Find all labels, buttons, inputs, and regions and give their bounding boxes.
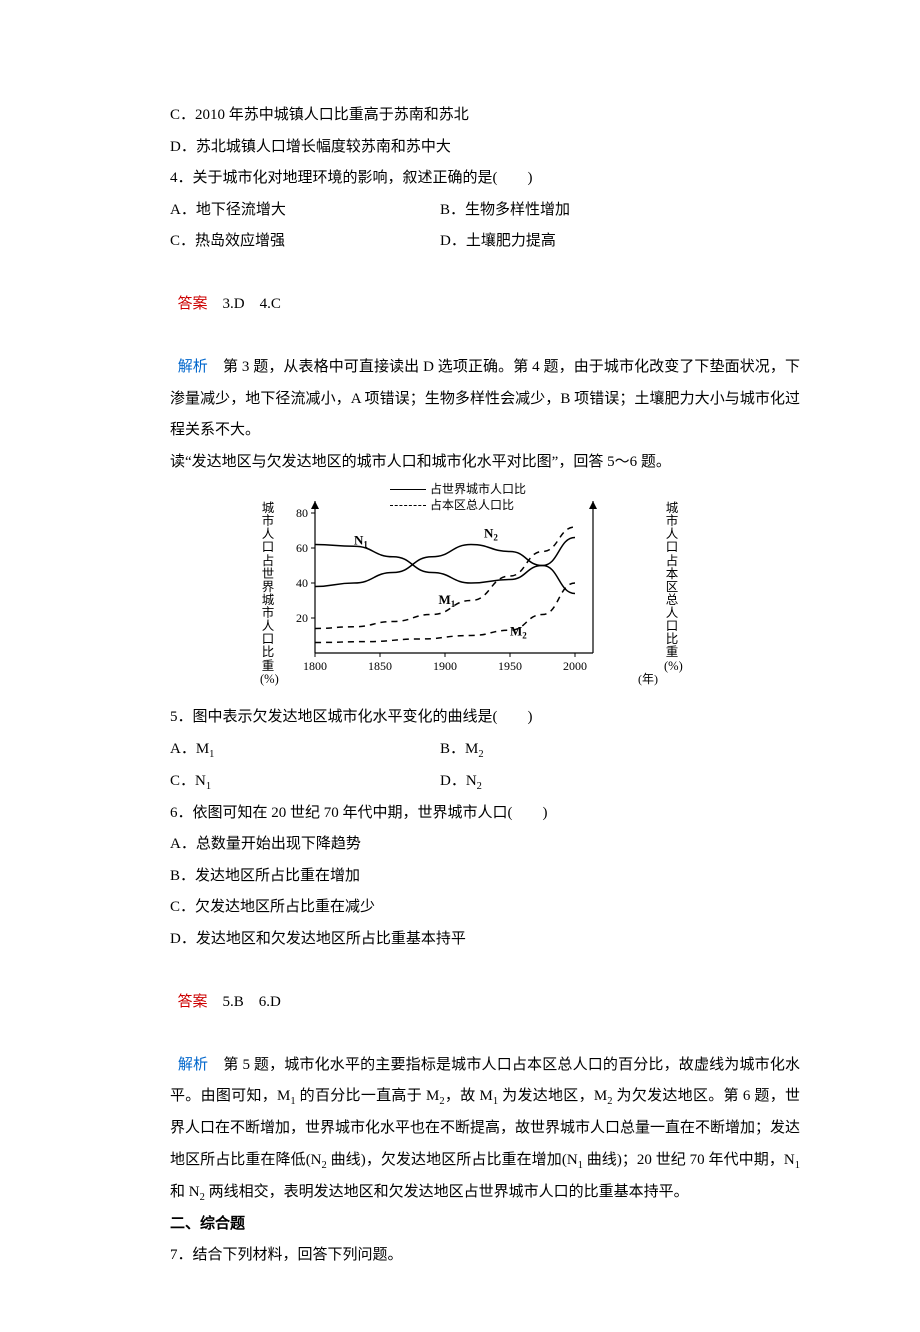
svg-text:M2: M2 — [510, 624, 527, 641]
q7-stem: 7．结合下列材料，回答下列问题。 — [140, 1240, 800, 1272]
q4-opt-c: C．热岛效应增强 — [170, 226, 440, 258]
q5-opt-b: B．M2 — [440, 734, 800, 766]
exp56-1: 的百分比一直高于 M — [296, 1088, 440, 1104]
q5-a-sub: 1 — [209, 749, 214, 760]
answer-label: 答案 — [178, 296, 208, 312]
explain-label-56: 解析 — [178, 1057, 208, 1073]
q4-opt-a: A．地下径流增大 — [170, 195, 440, 227]
svg-text:M1: M1 — [439, 592, 456, 609]
exp56-6: 曲线)；20 世纪 70 年代中期，N — [583, 1152, 795, 1168]
q5-d-pre: D．N — [440, 773, 477, 789]
q4-opt-b: B．生物多样性增加 — [440, 195, 800, 227]
q6-opt-d: D．发达地区和欠发达地区所占比重基本持平 — [140, 924, 800, 956]
svg-text:60: 60 — [296, 541, 308, 555]
answer-5-6: 答案 5.B 6.D — [140, 955, 800, 1018]
exp56-8: 两线相交，表明发达地区和欠发达地区占世界城市人口的比重基本持平。 — [205, 1184, 689, 1200]
legend-dash-text: 占本区总人口比 — [430, 498, 514, 514]
q3-opt-d: D．苏北城镇人口增长幅度较苏南和苏中大 — [140, 132, 800, 164]
answer-3-4: 答案 3.D 4.C — [140, 258, 800, 321]
q6-opt-c: C．欠发达地区所占比重在减少 — [140, 892, 800, 924]
svg-text:N1: N1 — [354, 533, 368, 550]
answer-3-4-text: 3.D 4.C — [208, 296, 281, 312]
q5-a-pre: A．M — [170, 741, 209, 757]
legend-dash-line — [390, 505, 426, 506]
q5-c-pre: C．N — [170, 773, 206, 789]
q3-opt-c: C．2010 年苏中城镇人口比重高于苏南和苏北 — [140, 100, 800, 132]
explain-label: 解析 — [178, 359, 208, 375]
q4-opt-d: D．土壤肥力提高 — [440, 226, 800, 258]
q6-stem: 6．依图可知在 20 世纪 70 年代中期，世界城市人口( ) — [140, 798, 800, 830]
urbanization-chart: 占世界城市人口比 占本区总人口比 城市人口占世界城市人口比重(%) 城市人口占本… — [260, 488, 680, 688]
q5-opt-c: C．N1 — [170, 766, 440, 798]
x-axis-unit: (年) — [638, 667, 658, 692]
svg-text:80: 80 — [296, 506, 308, 520]
chart-svg: 20 40 60 80 1800 1850 1900 1950 2000 N1 N2 M1 M2 — [260, 488, 680, 688]
y-axis-right-label: 城市人口占本区总人口比重(%) — [664, 502, 680, 673]
answer-5-6-text: 5.B 6.D — [208, 994, 281, 1010]
q5-c-sub: 1 — [206, 781, 211, 792]
legend-solid-line — [390, 489, 426, 490]
chart-legend: 占世界城市人口比 占本区总人口比 — [390, 482, 526, 513]
intro-5-6: 读“发达地区与欠发达地区的城市人口和城市化水平对比图”，回答 5～6 题。 — [140, 447, 800, 479]
explain-5-6: 解析 第 5 题，城市化水平的主要指标是城市人口占本区总人口的百分比，故虚线为城… — [140, 1018, 800, 1209]
legend-solid-text: 占世界城市人口比 — [430, 482, 526, 498]
exp56-5: 曲线)，欠发达地区所占比重在增加(N — [327, 1152, 578, 1168]
svg-text:40: 40 — [296, 576, 308, 590]
svg-text:1850: 1850 — [368, 659, 392, 673]
svg-text:1950: 1950 — [498, 659, 522, 673]
q5-stem: 5．图中表示欠发达地区城市化水平变化的曲线是( ) — [140, 702, 800, 734]
exp56-3: 为发达地区，M — [498, 1088, 607, 1104]
explain-3-4-text: 第 3 题，从表格中可直接读出 D 选项正确。第 4 题，由于城市化改变了下垫面… — [170, 359, 800, 438]
q6-opt-a: A．总数量开始出现下降趋势 — [140, 829, 800, 861]
answer-label-2: 答案 — [178, 994, 208, 1010]
q4-stem: 4．关于城市化对地理环境的影响，叙述正确的是( ) — [140, 163, 800, 195]
svg-text:1900: 1900 — [433, 659, 457, 673]
q5-opt-a: A．M1 — [170, 734, 440, 766]
q6-opt-b: B．发达地区所占比重在增加 — [140, 861, 800, 893]
svg-text:2000: 2000 — [563, 659, 587, 673]
y-axis-left-label: 城市人口占世界城市人口比重(%) — [260, 502, 276, 686]
q5-d-sub: 2 — [477, 781, 482, 792]
q5-b-sub: 2 — [478, 749, 483, 760]
svg-text:1800: 1800 — [303, 659, 327, 673]
q5-opt-d: D．N2 — [440, 766, 800, 798]
explain-3-4: 解析 第 3 题，从表格中可直接读出 D 选项正确。第 4 题，由于城市化改变了… — [140, 321, 800, 447]
q5-b-pre: B．M — [440, 741, 478, 757]
svg-text:20: 20 — [296, 611, 308, 625]
exp56-2: ，故 M — [445, 1088, 493, 1104]
section-2-title: 二、综合题 — [140, 1209, 800, 1241]
svg-text:N2: N2 — [484, 526, 498, 543]
